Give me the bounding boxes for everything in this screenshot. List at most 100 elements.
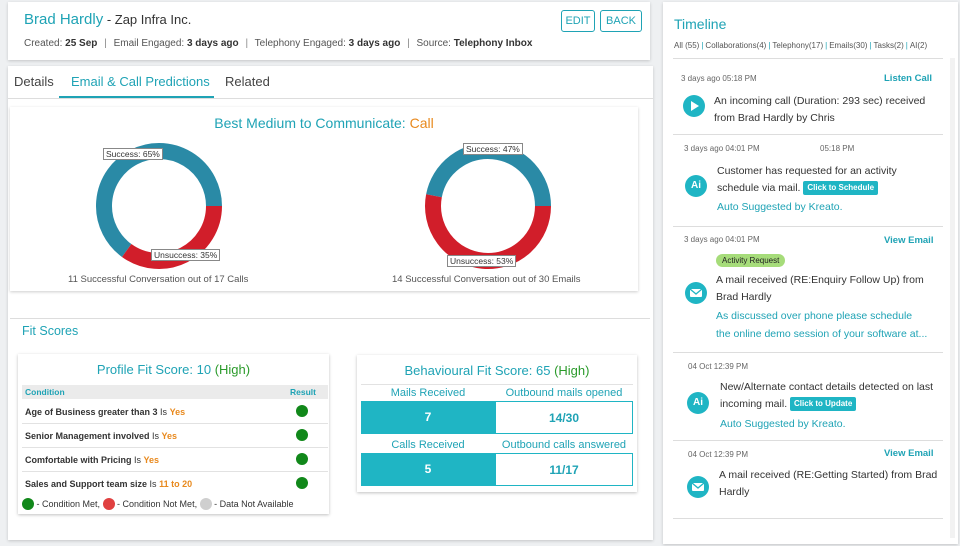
prediction-panel: Best Medium to Communicate: Call Success… bbox=[10, 107, 638, 291]
filter-emails[interactable]: Emails(30) bbox=[829, 41, 868, 50]
timeline-time: 3 days ago 05:18 PM bbox=[681, 74, 757, 83]
calls-caption: 11 Successful Conversation out of 17 Cal… bbox=[68, 274, 249, 285]
view-email-link[interactable]: View Email bbox=[884, 235, 934, 246]
emails-success-label: Success: 47% bbox=[463, 143, 523, 155]
condition-text: Age of Business greater than 3 Is Yes bbox=[25, 407, 186, 417]
telephony-engaged-value: 3 days ago bbox=[348, 38, 401, 49]
divider bbox=[673, 518, 943, 519]
filter-tasks[interactable]: Tasks(2) bbox=[873, 41, 904, 50]
separator: | bbox=[245, 38, 249, 49]
source-label: Source: bbox=[416, 38, 454, 49]
calls-received-label: Calls Received bbox=[391, 439, 465, 451]
separator: | bbox=[104, 38, 107, 49]
table-row: Age of Business greater than 3 Is Yes bbox=[22, 400, 328, 424]
divider bbox=[673, 134, 943, 135]
data-not-available-icon bbox=[199, 498, 212, 510]
profile-fit-panel: Profile Fit Score: 10 (High) Condition R… bbox=[18, 354, 329, 514]
condition-met-icon bbox=[22, 498, 34, 510]
email-engaged-value: 3 days ago bbox=[186, 38, 239, 49]
timeline-time: 04 Oct 12:39 PM bbox=[688, 362, 749, 371]
calls-received-value: 5 bbox=[361, 453, 495, 486]
condition-not-met-icon bbox=[102, 498, 115, 510]
filter-ai[interactable]: AI(2) bbox=[909, 41, 928, 50]
divider bbox=[673, 440, 943, 441]
condition-met-icon bbox=[296, 453, 308, 465]
timeline-filters: All (55) | Collaborations(4) | Telephony(17)… bbox=[674, 41, 928, 50]
timeline-text: Customer has requested for an activity s… bbox=[717, 165, 897, 195]
company-name: - Zap Infra Inc. bbox=[103, 12, 192, 27]
tab-details[interactable]: Details bbox=[14, 74, 54, 89]
email-engaged-label: Email Engaged: bbox=[113, 38, 187, 49]
result-column-header: Result bbox=[290, 387, 316, 397]
behavioural-fit-title: Behavioural Fit Score: 65 (High) bbox=[357, 363, 637, 378]
behavioural-fit-score: Behavioural Fit Score: 65 bbox=[404, 363, 555, 378]
behavioural-fit-level: (High) bbox=[554, 363, 590, 378]
fit-scores-title: Fit Scores bbox=[22, 324, 79, 338]
listen-call-link[interactable]: Listen Call bbox=[884, 73, 933, 84]
condition-text: Comfortable with Pricing Is Yes bbox=[25, 455, 160, 465]
profile-fit-score: Profile Fit Score: 10 bbox=[96, 362, 215, 377]
calls-success-label: Success: 65% bbox=[103, 148, 163, 160]
condition-legend: - Condition Met, - Condition Not Met, - … bbox=[22, 498, 293, 510]
tab-related[interactable]: Related bbox=[225, 74, 270, 89]
table-row: Sales and Support team size Is 11 to 20 bbox=[22, 472, 328, 496]
tab-email-call-predictions[interactable]: Email & Call Predictions bbox=[71, 74, 210, 89]
timeline-text: A mail received (RE:Getting Started) fro… bbox=[719, 469, 938, 498]
filter-collaborations[interactable]: Collaborations(4) bbox=[705, 41, 767, 50]
main-panel: Details Email & Call Predictions Related… bbox=[8, 66, 653, 540]
created-value: 25 Sep bbox=[65, 38, 98, 49]
tab-bar: Details Email & Call Predictions Related bbox=[8, 66, 653, 99]
timeline-time: 04 Oct 12:39 PM bbox=[688, 450, 749, 459]
timeline-time: 3 days ago 04:01 PM bbox=[684, 144, 760, 153]
email-preview-line: the online demo session of your software… bbox=[716, 328, 928, 340]
auto-suggested-text: Auto Suggested by Kreato. bbox=[717, 201, 843, 213]
outbound-calls-answered-label: Outbound calls answered bbox=[501, 439, 627, 451]
active-tab-indicator bbox=[59, 96, 214, 98]
view-email-link[interactable]: View Email bbox=[884, 448, 934, 459]
timeline-text: New/Alternate contact details detected o… bbox=[720, 381, 934, 411]
condition-text: Senior Management involved Is Yes bbox=[25, 431, 178, 441]
outbound-mails-opened-label: Outbound mails opened bbox=[505, 387, 623, 399]
divider bbox=[673, 226, 943, 227]
best-medium-value: Call bbox=[409, 115, 434, 131]
auto-suggested-text: Auto Suggested by Kreato. bbox=[720, 418, 846, 430]
contact-meta: Created: 25 Sep | Email Engaged: 3 days … bbox=[24, 38, 532, 49]
emails-caption: 14 Successful Conversation out of 30 Ema… bbox=[392, 274, 581, 285]
back-button[interactable]: BACK bbox=[600, 10, 642, 32]
filter-telephony[interactable]: Telephony(17) bbox=[772, 41, 824, 50]
profile-fit-title: Profile Fit Score: 10 (High) bbox=[18, 362, 329, 377]
mails-received-value: 7 bbox=[361, 401, 495, 434]
timeline-time: 3 days ago 04:01 PM bbox=[684, 235, 760, 244]
divider bbox=[673, 352, 943, 353]
behavioural-fit-panel: Behavioural Fit Score: 65 (High) Mails R… bbox=[357, 355, 637, 492]
table-row: Comfortable with Pricing Is Yes bbox=[22, 448, 328, 472]
profile-fit-level: (High) bbox=[214, 362, 251, 377]
condition-met-icon bbox=[296, 405, 308, 417]
condition-met-icon bbox=[296, 477, 308, 489]
timeline-scrollbar[interactable] bbox=[950, 58, 955, 538]
timeline-title: Timeline bbox=[674, 16, 727, 32]
outbound-calls-answered-value: 11/17 bbox=[495, 453, 633, 486]
contact-name[interactable]: Brad Hardly bbox=[24, 11, 104, 28]
contact-name-line: Brad Hardly - Zap Infra Inc. bbox=[24, 11, 191, 28]
condition-met-icon bbox=[296, 429, 308, 441]
fit-scores-header: Fit Scores bbox=[10, 318, 650, 342]
best-medium-title: Best Medium to Communicate: Call bbox=[10, 115, 638, 131]
ai-icon: Ai bbox=[687, 392, 709, 414]
condition-text: Sales and Support team size Is 11 to 20 bbox=[25, 479, 193, 489]
source-value: Telephony Inbox bbox=[453, 38, 533, 49]
click-to-update-button[interactable]: Click to Update bbox=[790, 397, 857, 411]
profile-table-header: Condition Result bbox=[22, 385, 328, 399]
emails-success-arc bbox=[426, 143, 551, 207]
table-row: Senior Management involved Is Yes bbox=[22, 424, 328, 448]
mails-received-label: Mails Received bbox=[390, 387, 466, 399]
play-icon[interactable] bbox=[683, 95, 705, 117]
edit-button[interactable]: EDIT bbox=[561, 10, 595, 32]
contact-header: Brad Hardly - Zap Infra Inc. Created: 25… bbox=[8, 2, 650, 60]
click-to-schedule-button[interactable]: Click to Schedule bbox=[803, 181, 879, 195]
divider bbox=[673, 58, 943, 59]
condition-column-header: Condition bbox=[25, 387, 65, 397]
filter-all[interactable]: All (55) bbox=[674, 41, 700, 50]
emails-unsuccess-label: Unsuccess: 53% bbox=[447, 255, 517, 267]
calls-unsuccess-label: Unsuccess: 35% bbox=[151, 249, 221, 261]
